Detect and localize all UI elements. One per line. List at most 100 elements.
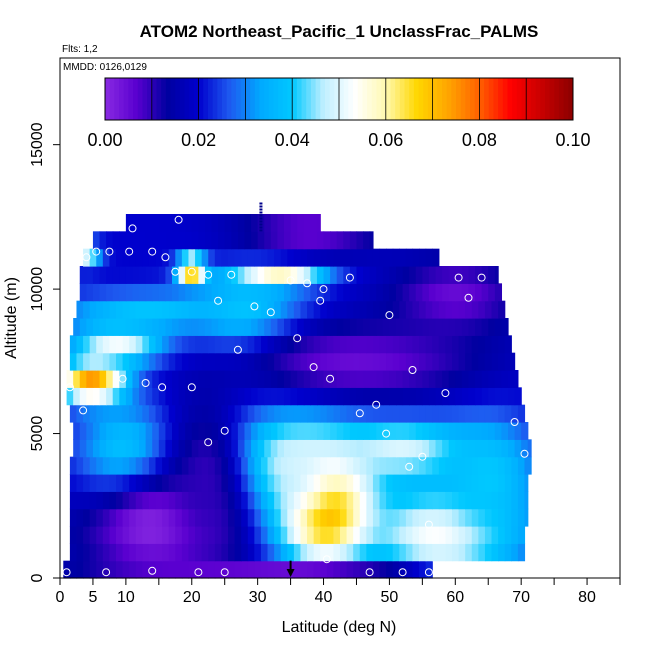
heatmap-cell — [234, 456, 242, 475]
colorbar-swatch — [324, 78, 331, 120]
heatmap-cell — [445, 526, 453, 544]
heatmap-cell — [158, 422, 167, 440]
heatmap-cell — [116, 404, 124, 423]
heatmap-cell — [142, 352, 150, 371]
heatmap-cell — [148, 335, 157, 354]
heatmap-cell — [484, 335, 493, 354]
heatmap-cell — [399, 474, 407, 492]
sample-point — [171, 267, 180, 276]
heatmap-cell — [366, 335, 374, 354]
heatmap-cell — [116, 491, 124, 510]
heatmap-cell — [402, 439, 410, 458]
heatmap-cell — [162, 543, 170, 562]
heatmap-cell — [251, 370, 259, 388]
heatmap-cell — [247, 508, 255, 527]
heatmap-cell — [326, 474, 335, 492]
heatmap-cell — [152, 214, 160, 232]
sample-point — [204, 438, 213, 447]
heatmap-cell — [340, 491, 348, 510]
heatmap-cell — [343, 370, 351, 388]
heatmap-cell — [382, 266, 391, 284]
heatmap-cell — [428, 387, 437, 406]
heatmap-cell — [264, 370, 272, 388]
sample-point — [326, 374, 335, 383]
colorbar-tick-label: 0.10 — [555, 130, 590, 150]
heatmap-cell — [228, 474, 236, 492]
heatmap-cell — [195, 404, 203, 423]
heatmap-cell — [484, 352, 493, 371]
heatmap-cell — [284, 439, 292, 458]
heatmap-cell — [300, 456, 308, 475]
heatmap-cell — [277, 283, 285, 302]
heatmap-cell — [139, 283, 147, 302]
heatmap-cell — [241, 248, 249, 267]
heatmap-cell — [145, 231, 153, 250]
heatmap-cell — [172, 422, 180, 440]
heatmap-cell — [109, 526, 117, 544]
heatmap-cell — [270, 318, 279, 336]
colorbar-swatch — [142, 78, 148, 120]
heatmap-cell — [491, 508, 499, 527]
heatmap-cell — [313, 543, 321, 562]
heatmap-cell — [475, 283, 483, 302]
heatmap-cell — [112, 231, 120, 250]
heatmap-cell — [432, 526, 440, 544]
heatmap-cell — [221, 248, 229, 267]
heatmap-cell — [392, 474, 400, 492]
heatmap-cell — [303, 318, 311, 336]
heatmap-cell — [356, 439, 364, 458]
heatmap-cell — [168, 300, 176, 319]
heatmap-cell — [382, 318, 391, 336]
heatmap-cell — [310, 214, 318, 232]
heatmap-cell — [287, 248, 295, 267]
heatmap-cell — [172, 370, 180, 388]
x-tick-label: 70 — [512, 589, 530, 606]
heatmap — [63, 214, 532, 579]
heatmap-cell — [386, 300, 394, 319]
heatmap-cell — [504, 491, 512, 510]
heatmap-cell — [152, 318, 160, 336]
heatmap-cell — [320, 352, 328, 371]
heatmap-cell — [89, 474, 97, 492]
heatmap-cell — [218, 214, 226, 232]
heatmap-cell — [494, 283, 503, 302]
heatmap-cell — [389, 266, 397, 284]
heatmap-cell — [297, 231, 305, 250]
heatmap-cell — [119, 318, 127, 336]
heatmap-cell — [221, 456, 229, 475]
colorbar-swatch — [339, 78, 345, 120]
heatmap-cell — [369, 283, 377, 302]
heatmap-cell — [445, 543, 453, 562]
heatmap-cell — [102, 300, 111, 319]
heatmap-cell — [290, 231, 298, 250]
heatmap-cell — [419, 352, 427, 371]
heatmap-cell — [333, 248, 341, 267]
heatmap-cell — [125, 266, 134, 284]
heatmap-cell — [405, 404, 414, 423]
heatmap-cell — [260, 248, 269, 267]
heatmap-cell — [409, 266, 417, 284]
heatmap-cell — [379, 474, 387, 492]
sample-point — [194, 568, 203, 577]
heatmap-cell — [132, 266, 140, 284]
heatmap-cell — [208, 474, 216, 492]
heatmap-cell — [251, 283, 259, 302]
heatmap-cell — [369, 370, 377, 388]
heatmap-cell — [340, 508, 348, 527]
heatmap-cell — [247, 352, 255, 371]
heatmap-cell — [517, 543, 526, 562]
heatmap-cell — [386, 352, 394, 371]
heatmap-cell — [218, 283, 226, 302]
heatmap-cell — [320, 404, 328, 423]
colorbar-swatch — [184, 78, 190, 120]
heatmap-cell — [336, 370, 344, 388]
heatmap-cell — [188, 474, 196, 492]
x-axis-title: Latitude (deg N) — [282, 619, 397, 636]
heatmap-cell — [432, 352, 440, 371]
heatmap-cell — [162, 335, 170, 354]
heatmap-cell — [366, 474, 374, 492]
heatmap-cell — [340, 300, 348, 319]
heatmap-cell — [313, 352, 321, 371]
heatmap-cell — [468, 387, 476, 406]
heatmap-cell — [392, 335, 400, 354]
